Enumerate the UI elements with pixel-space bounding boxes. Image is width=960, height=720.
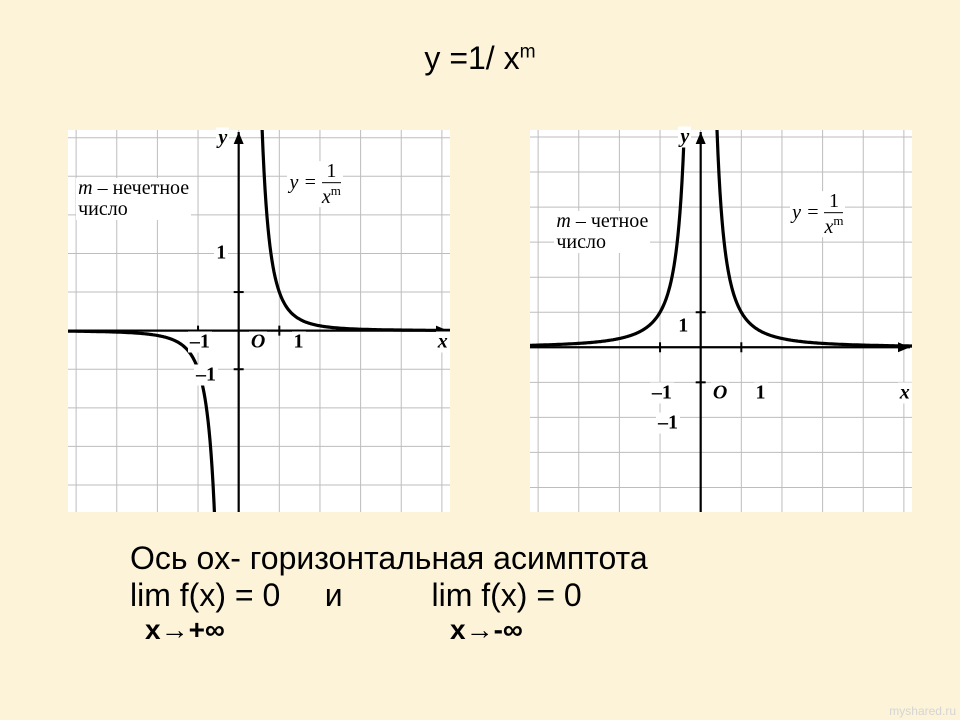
caption: Ось ox- горизонтальная асимптота lim f(x…: [130, 540, 648, 650]
title-text: y =1/ x: [424, 40, 519, 76]
slide-title: y =1/ xm: [0, 40, 960, 77]
conj: и: [325, 577, 343, 613]
chart-odd: m – нечетное числоy = 1xm1–1–11Oyx: [68, 130, 450, 512]
watermark: myshared.ru: [885, 702, 960, 720]
limit-left: lim f(x) = 0: [130, 577, 280, 613]
caption-line3: x→+∞ x→-∞: [130, 614, 648, 650]
slide-root: y =1/ xm m – нечетное числоy = 1xm1–1–11…: [0, 0, 960, 720]
chart-even: m – четное числоy = 1xm1–1–11Oyx: [530, 130, 912, 512]
limit-right: lim f(x) = 0: [431, 577, 581, 613]
caption-line1: Ось ox- горизонтальная асимптота: [130, 540, 648, 577]
limit-sub-left: x→+∞: [145, 614, 225, 646]
caption-line2: lim f(x) = 0 и lim f(x) = 0: [130, 577, 648, 614]
limit-sub-right: x→-∞: [450, 614, 523, 646]
title-exponent: m: [520, 41, 536, 62]
